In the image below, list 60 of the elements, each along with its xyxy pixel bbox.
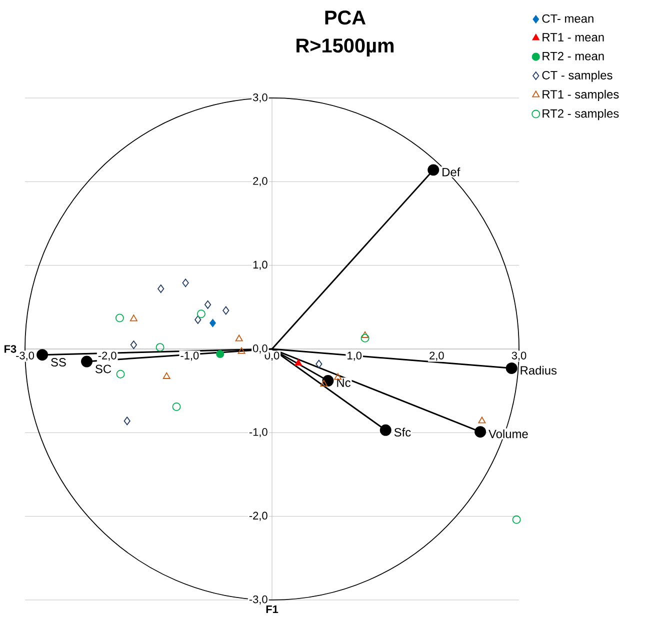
point: [182, 278, 189, 288]
x-tick-label: 2,0: [430, 352, 444, 361]
y-tick-label: 1,0: [253, 260, 268, 270]
point: [210, 319, 216, 328]
x-tick-label: 1,0: [348, 352, 362, 361]
series-label: SS: [51, 358, 66, 366]
series-label: Nc: [337, 378, 350, 387]
point: [130, 340, 137, 350]
y-tick-label: 0,0: [252, 344, 268, 354]
point: [158, 284, 164, 293]
x-tick-label: -2,0: [98, 352, 116, 361]
x-tick-label: -1,0: [180, 352, 199, 361]
point: [512, 515, 521, 524]
point: [506, 362, 518, 374]
point: [474, 426, 486, 438]
y-tick-label: 3,0: [252, 93, 268, 103]
point: [380, 424, 392, 436]
x-tick-label: 3,0: [512, 352, 526, 361]
point: [235, 334, 243, 342]
point: [130, 314, 138, 322]
chart-title: PCA: [325, 10, 366, 25]
point: [116, 370, 125, 378]
series-label: Volume: [488, 429, 528, 438]
series-label: Radius: [520, 366, 557, 375]
y-tick-label: -2,0: [249, 512, 268, 521]
point: [156, 343, 164, 352]
point: [162, 372, 170, 379]
legend-label: RT1 - samples: [542, 90, 619, 101]
legend-label: CT - samples: [542, 70, 612, 82]
point: [294, 359, 302, 366]
chart-subtitle: R>1500µm: [296, 38, 394, 57]
point: [115, 314, 124, 322]
legend-label: RT1 - mean: [542, 33, 604, 42]
point: [194, 315, 202, 324]
point: [216, 350, 224, 358]
legend-label: RT2 - samples: [542, 108, 619, 120]
point: [196, 310, 206, 318]
series-label: Sfc: [394, 428, 411, 437]
point: [172, 402, 181, 411]
x-axis-title: F1: [266, 606, 278, 614]
legend-label: RT2 - mean: [542, 52, 604, 60]
point: [124, 416, 130, 426]
point: [360, 334, 370, 342]
y-tick-label: -3,0: [249, 595, 268, 605]
series-label: Def: [442, 168, 460, 176]
x-tick-label: -3,0: [16, 352, 34, 361]
point: [316, 360, 322, 368]
point: [222, 306, 230, 315]
series-label: SC: [96, 364, 112, 374]
y-axis-title: F3: [4, 345, 16, 353]
point: [478, 416, 486, 424]
point: [36, 349, 48, 361]
point: [81, 356, 93, 368]
y-tick-label: -1,0: [249, 428, 268, 438]
point: [204, 300, 212, 309]
point: [322, 375, 334, 387]
point: [361, 331, 369, 338]
y-tick-label: 2,0: [253, 177, 268, 186]
point: [238, 347, 246, 354]
legend-label: CT- mean: [542, 14, 594, 23]
